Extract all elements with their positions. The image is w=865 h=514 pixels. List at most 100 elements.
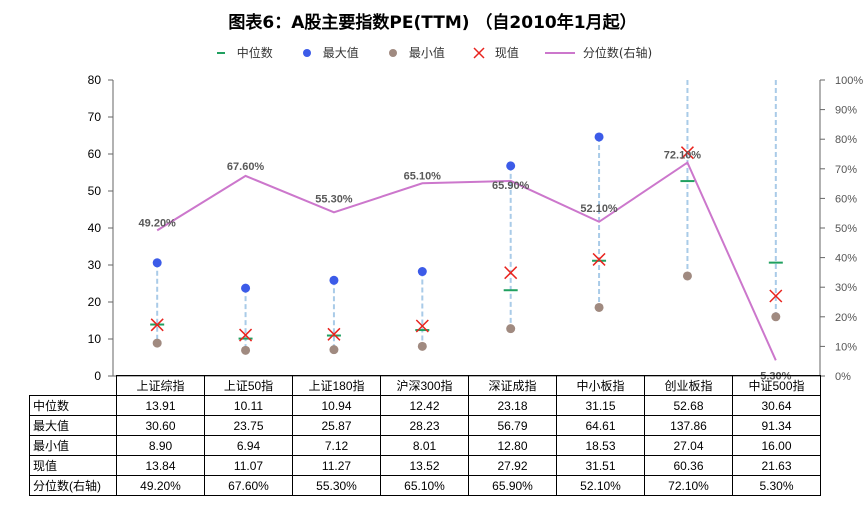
left-tick-label: 10 [88,332,102,346]
table-cell: 13.84 [116,455,205,476]
category-label: 中小板指 [556,375,645,396]
current-mark [592,252,606,266]
left-tick-label: 50 [88,184,102,198]
legend-label: 最小值 [408,46,445,60]
left-tick-label: 60 [88,147,102,161]
table-cell: 16.00 [732,435,821,456]
right-tick-label: 30% [835,282,857,294]
table-cell: 65.90% [468,475,557,496]
table-cell: 64.61 [556,415,645,436]
legend-label: 现值 [494,46,519,60]
table-row: 中位数 13.91 10.11 10.94 12.42 23.18 31.15 52.68 30… [29,395,821,416]
min-point [152,338,162,348]
min-point [771,312,781,322]
table-cell: 11.07 [204,455,293,476]
table-cell: 137.86 [644,415,733,436]
percentile-data-label: 67.60% [227,161,265,173]
min-point [506,324,516,334]
current-mark [504,266,518,280]
table-cell: 11.27 [292,455,381,476]
table-cell: 56.79 [468,415,557,436]
current-mark [327,327,341,341]
legend-item: 最大值 [299,44,359,61]
legend-item: 最小值 [385,44,445,61]
percentile-data-label: 65.90% [492,180,530,192]
table-cell: 31.15 [556,395,645,416]
min-point [417,341,427,351]
current-cross-icon [471,46,487,59]
max-point [329,275,339,285]
category-label: 上证180指 [292,375,381,396]
table-row: 分位数(右轴) 49.20% 67.60% 55.30% 65.10% 65.90% 52.… [29,475,821,496]
median-dash-icon [213,47,229,59]
table-cell: 13.52 [380,455,469,476]
left-tick-label: 70 [88,110,102,124]
chart-title: 图表6：A股主要指数PE(TTM) （自2010年1月起） [228,13,637,33]
row-label: 中位数 [29,395,117,416]
data-table: 上证综指 上证50指 上证180指 沪深300指 深证成指 中小板指 创业板指 中证500指中… [29,375,821,496]
percentile-data-label: 72.10% [664,150,702,162]
min-point [594,302,604,312]
table-cell: 27.92 [468,455,557,476]
right-tick-label: 0% [835,371,851,383]
right-tick-label: 20% [835,312,857,324]
table-cell: 31.51 [556,455,645,476]
table-cell: 65.10% [380,475,469,496]
chart-legend: 中位数 最大值 最小值 现值 分位数(右轴) [0,44,865,61]
row-label: 现值 [29,455,117,476]
legend-item: 现值 [471,44,519,61]
percentile-data-label: 52.10% [580,203,618,215]
min-point [329,345,339,355]
table-cell: 30.64 [732,395,821,416]
category-label: 中证500指 [732,375,821,396]
table-cell: 28.23 [380,415,469,436]
category-label: 上证50指 [204,375,293,396]
table-row: 现值 13.84 11.07 11.27 13.52 27.92 31.51 60.36 21.… [29,455,821,476]
table-cell: 10.11 [204,395,293,416]
table-cell: 52.68 [644,395,733,416]
table-cell: 8.90 [116,435,205,456]
table-cell: 12.42 [380,395,469,416]
table-cell: 23.18 [468,395,557,416]
row-label: 最大值 [29,415,117,436]
row-label: 最小值 [29,435,117,456]
percentile-data-label: 55.30% [315,193,353,205]
table-cell: 60.36 [644,455,733,476]
legend-label: 最大值 [322,46,359,60]
legend-label: 分位数(右轴) [582,46,653,60]
right-tick-label: 10% [835,341,857,353]
right-tick-label: 70% [835,164,857,176]
min-dot-icon [385,47,401,59]
table-cell: 8.01 [380,435,469,456]
table-row: 最大值 30.60 23.75 25.87 28.23 56.79 64.61 137.86 9… [29,415,821,436]
max-point [241,283,251,293]
max-point [506,161,516,171]
current-mark [680,146,694,160]
table-cell: 91.34 [732,415,821,436]
table-cell: 12.80 [468,435,557,456]
min-point [241,345,251,355]
category-label: 深证成指 [468,375,557,396]
left-tick-label: 30 [88,258,102,272]
right-tick-label: 50% [835,223,857,235]
left-tick-label: 80 [88,73,102,87]
current-mark [415,319,429,333]
table-cell: 67.60% [204,475,293,496]
right-tick-label: 80% [835,134,857,146]
table-header-row: 上证综指 上证50指 上证180指 沪深300指 深证成指 中小板指 创业板指 中证500指 [29,375,821,396]
max-point [152,258,162,268]
table-cell: 52.10% [556,475,645,496]
max-dot-icon [299,47,315,59]
table-cell: 72.10% [644,475,733,496]
max-point [594,132,604,142]
category-label: 上证综指 [116,375,205,396]
left-tick-label: 40 [88,221,102,235]
percentile-line-icon [544,47,575,59]
table-cell: 25.87 [292,415,381,436]
right-tick-label: 40% [835,253,857,265]
row-label: 分位数(右轴) [29,475,117,496]
max-point [417,267,427,277]
table-cell: 30.60 [116,415,205,436]
table-cell: 18.53 [556,435,645,456]
current-mark [239,328,253,342]
